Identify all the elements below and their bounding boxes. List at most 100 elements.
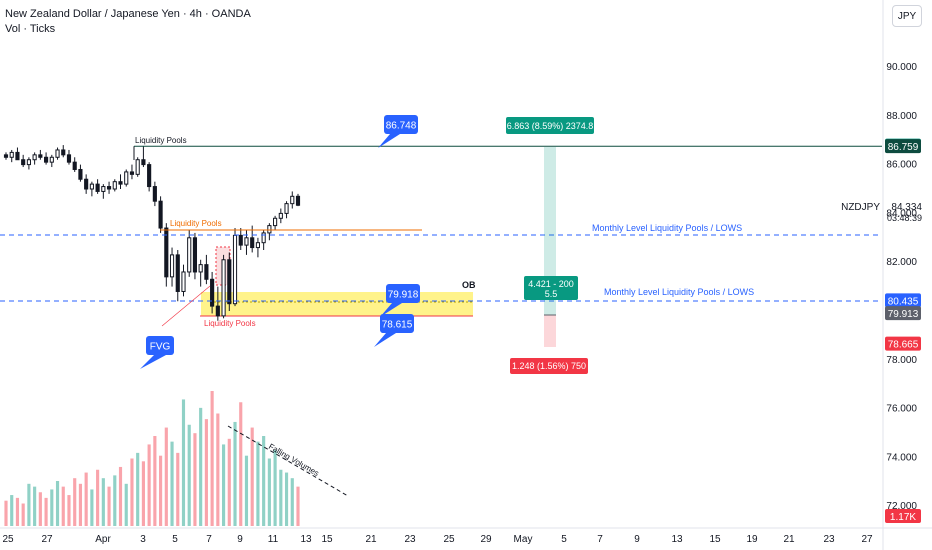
position-profit-label-bg <box>506 117 594 134</box>
callout-text: 78.615 <box>382 320 413 331</box>
time-tick: 21 <box>365 534 377 545</box>
position-center-label-bg <box>524 276 578 300</box>
candle-body <box>49 156 54 163</box>
volume-bar <box>164 427 168 526</box>
time-tick: 5 <box>561 534 567 545</box>
time-tick: 29 <box>480 534 492 545</box>
candle-body <box>129 171 135 175</box>
volume-bar <box>170 441 174 526</box>
candles <box>3 145 301 321</box>
volume-bar <box>250 427 254 526</box>
volume-bar <box>284 472 289 526</box>
callout-tail <box>378 134 400 148</box>
candle-body <box>78 168 83 180</box>
volume-bar <box>267 458 271 526</box>
candle-body <box>284 203 289 214</box>
volume-bar <box>159 455 163 526</box>
candle-body <box>124 171 129 185</box>
volume-bar <box>61 486 65 526</box>
candle-body <box>66 154 72 163</box>
price-tag: 86.759 <box>888 142 919 153</box>
price-tick: 88.000 <box>886 111 917 122</box>
monthly-level-label-2: Monthly Level Liquidity Pools / LOWS <box>604 287 754 297</box>
volume-bar <box>273 450 277 526</box>
candle-body <box>72 161 77 170</box>
candle-body <box>112 181 117 190</box>
candle-body <box>261 232 266 244</box>
candle-body <box>21 159 26 166</box>
volume-bar <box>10 495 14 526</box>
candle-body <box>55 149 60 158</box>
volume-bar <box>181 399 186 526</box>
price-tag: 80.435 <box>888 296 919 307</box>
time-tick: 25 <box>2 534 14 545</box>
volume-bar <box>101 478 105 526</box>
price-tag: 1.17K <box>890 512 916 523</box>
callout-text: FVG <box>150 342 171 353</box>
price-tick: 86.000 <box>886 160 917 171</box>
candle-body <box>290 195 295 205</box>
volume-bar <box>153 436 157 526</box>
candle-body <box>295 195 301 206</box>
candle-body <box>232 234 238 305</box>
callout-box <box>380 314 414 333</box>
candle-body <box>221 259 226 317</box>
volume-indicator-label[interactable]: Vol · Ticks <box>5 23 56 35</box>
volume-bar <box>210 391 214 526</box>
volume-bar <box>33 486 37 526</box>
price-tag-bg <box>885 306 921 321</box>
candle-body <box>255 242 260 249</box>
candle-body <box>204 264 209 280</box>
volume-bar <box>78 483 83 526</box>
volume-bar <box>193 433 197 526</box>
time-tick: Apr <box>95 534 111 545</box>
bar-countdown: 03:48:39 <box>887 213 922 223</box>
volume-bar <box>50 489 54 526</box>
candle-body <box>187 237 192 273</box>
candle-body <box>141 159 146 166</box>
candle-body <box>15 151 20 161</box>
volume-bar <box>262 436 266 526</box>
volume-bar <box>38 492 42 526</box>
position-center-label-1: 4.421 - 200 <box>528 279 574 289</box>
candle-body <box>215 305 220 317</box>
price-tag-bg <box>885 139 921 154</box>
volume-bar <box>221 444 226 526</box>
liquidity-mid-label: Liquidity Pools <box>170 219 222 228</box>
volume-bar <box>199 407 203 526</box>
callout-text: 86.748 <box>386 121 417 132</box>
chart-title: New Zealand Dollar / Japanese Yen · 4h ·… <box>5 8 251 20</box>
price-tick: 90.000 <box>886 62 917 73</box>
candle-body <box>26 159 31 166</box>
candle-body <box>210 278 215 307</box>
price-tick: 74.000 <box>886 452 917 463</box>
callout-box <box>386 284 420 303</box>
volume-bar <box>296 486 300 526</box>
currency-button[interactable]: JPY <box>892 5 922 27</box>
callout-text: 79.918 <box>388 290 419 301</box>
volume-bar <box>141 461 145 526</box>
price-tick: 76.000 <box>886 404 917 415</box>
position-loss-zone <box>544 315 556 347</box>
volume-bar <box>4 500 8 526</box>
time-axis[interactable]: 25 27 Apr 3 5 7 9 11 13 15 21 23 25 29 May 5 7 9 13 15 19 21 2… <box>2 534 873 545</box>
candle-body <box>84 178 89 190</box>
candle-body <box>192 237 198 273</box>
time-tick: 27 <box>41 534 53 545</box>
position-loss-label: 1.248 (1.56%) 750 <box>512 361 586 371</box>
time-tick: May <box>514 534 533 545</box>
volume-bar <box>187 424 191 526</box>
candle-body <box>38 154 43 158</box>
callout-tail <box>380 303 402 317</box>
candle-body <box>61 149 66 156</box>
ob-label: OB <box>462 280 476 290</box>
price-tick: 78.000 <box>886 355 917 366</box>
volume-bar <box>113 475 117 526</box>
volume-bars <box>4 391 300 526</box>
order-block-zone <box>201 292 473 316</box>
volume-bar <box>67 495 71 526</box>
candle-body <box>147 164 152 188</box>
